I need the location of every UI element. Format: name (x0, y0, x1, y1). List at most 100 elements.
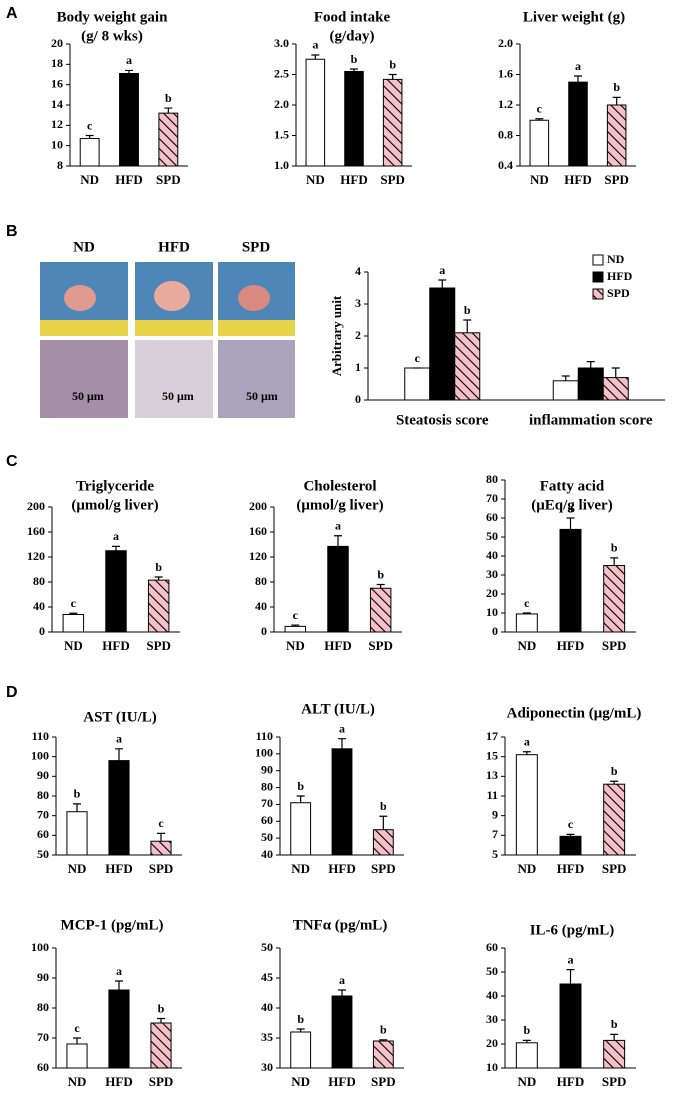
scale-label: 50 μm (162, 389, 194, 403)
y-tick-label: 90 (261, 762, 273, 776)
y-tick-label: 1.5 (274, 127, 289, 141)
legend-swatch (592, 254, 604, 266)
bar (108, 760, 130, 856)
y-tick-label: 2.5 (274, 66, 289, 80)
bar (515, 1042, 538, 1069)
error-bar (376, 583, 385, 589)
chart-title: Adiponectin (μg/mL) (507, 705, 642, 721)
y-tick-label: 4 (355, 264, 361, 278)
x-tick-label: SPD (371, 1074, 396, 1089)
y-tick-label: 8 (57, 158, 63, 172)
y-tick-label: 30 (486, 1012, 498, 1026)
legend-swatch (592, 288, 604, 300)
significance-letter: a (126, 53, 132, 67)
x-tick-label: SPD (149, 861, 174, 876)
significance-letter: c (74, 1021, 80, 1035)
bar (66, 811, 88, 856)
bar (552, 380, 579, 401)
y-tick-label: 20 (486, 586, 498, 600)
error-bar (610, 1033, 619, 1041)
liver-photos (40, 262, 295, 336)
error-bar (296, 795, 305, 803)
x-tick-label: ND (64, 638, 83, 653)
bar (108, 989, 130, 1069)
error-bar (125, 69, 133, 74)
legend-swatch (592, 271, 604, 283)
significance-letter: a (312, 38, 318, 52)
y-tick-label: 40 (486, 548, 498, 562)
significance-letter: a (339, 721, 345, 735)
y-tick-label: 80 (37, 788, 49, 802)
y-tick-label: 20 (486, 1036, 498, 1050)
error-bar (522, 612, 531, 614)
error-bar (379, 815, 388, 830)
y-tick-label: 1.6 (498, 66, 513, 80)
significance-letter: b (297, 1012, 304, 1026)
bar (429, 287, 456, 401)
y-tick-label: 11 (487, 788, 498, 802)
y-tick-label: 80 (255, 574, 267, 588)
x-tick-label: HFD (328, 1074, 355, 1089)
x-tick-label: SPD (149, 1074, 174, 1089)
error-bar (154, 576, 163, 581)
legend-label: ND (607, 252, 625, 266)
y-tick-label: 35 (261, 1030, 273, 1044)
y-tick-label: 15 (486, 748, 498, 762)
x-tick-label: ND (68, 1074, 87, 1089)
image-label: ND (73, 239, 95, 255)
significance-letter: c (537, 101, 543, 115)
error-bar (566, 517, 575, 530)
error-bar (296, 1028, 305, 1032)
error-bar (586, 361, 595, 368)
error-bar (85, 134, 94, 139)
y-tick-label: 100 (255, 746, 273, 760)
image-label: SPD (242, 239, 271, 255)
error-bar (73, 803, 81, 812)
chart-title: (g/ 8 wks) (81, 28, 143, 44)
y-tick-label: 50 (261, 830, 273, 844)
error-bar (73, 1037, 81, 1044)
bar (327, 545, 349, 633)
bar (382, 78, 403, 167)
y-tick-label: 40 (261, 847, 273, 861)
bar (559, 983, 582, 1069)
bar (603, 565, 626, 633)
y-tick-label: 30 (261, 1060, 273, 1074)
x-tick-label: SPD (371, 861, 396, 876)
bar (515, 754, 538, 856)
y-tick-label: 120 (249, 549, 267, 563)
histology-images (40, 340, 295, 418)
significance-letter: b (464, 303, 471, 317)
significance-letter: b (351, 52, 358, 66)
y-tick-label: 0 (355, 392, 361, 406)
significance-letter: a (568, 501, 574, 515)
significance-letter: a (439, 263, 445, 277)
y-tick-label: 5 (492, 847, 498, 861)
bar (602, 377, 629, 401)
significance-letter: c (524, 596, 530, 610)
y-tick-label: 80 (37, 1000, 49, 1014)
chart-title: Liver weight (g) (523, 9, 625, 25)
y-axis-label: Arbitrary unit (329, 295, 344, 376)
significance-letter: a (339, 973, 345, 987)
bar (454, 332, 481, 401)
error-bar (522, 1039, 531, 1043)
x-tick-label: HFD (328, 861, 355, 876)
error-bar (388, 73, 397, 80)
bar (568, 81, 588, 167)
significance-letter: b (377, 567, 384, 581)
y-tick-label: 90 (37, 970, 49, 984)
x-tick-label: HFD (564, 172, 591, 187)
x-tick-label: HFD (102, 638, 129, 653)
significance-letter: b (523, 1023, 530, 1037)
x-tick-label: HFD (324, 638, 351, 653)
error-bar (566, 833, 575, 837)
error-bar (522, 751, 531, 755)
chart-title: IL-6 (pg/mL) (530, 922, 615, 938)
y-tick-label: 60 (261, 813, 273, 827)
chart-title: Triglyceride (76, 478, 154, 494)
error-bar (338, 738, 346, 749)
y-tick-label: 10 (486, 1060, 498, 1074)
significance-letter: c (158, 816, 164, 830)
